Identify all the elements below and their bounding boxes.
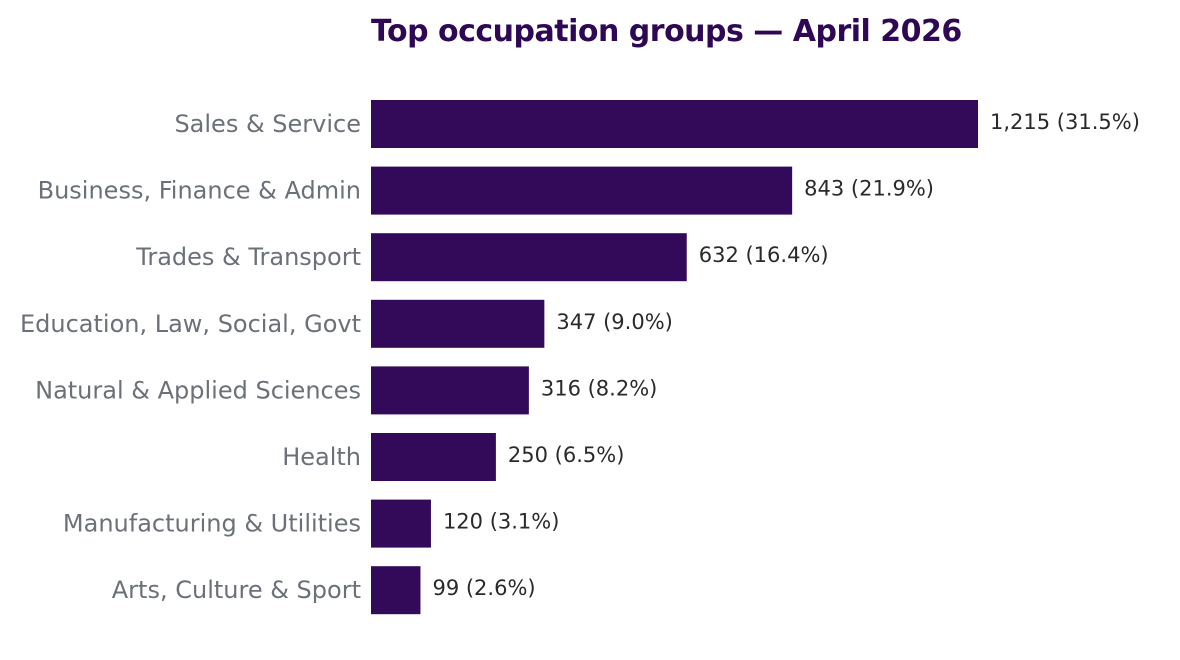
category-label: Trades & Transport <box>135 243 361 271</box>
value-label: 250 (6.5%) <box>508 443 624 467</box>
category-label: Arts, Culture & Sport <box>112 576 361 604</box>
value-label: 1,215 (31.5%) <box>990 110 1140 134</box>
value-label: 99 (2.6%) <box>432 576 535 600</box>
bar <box>371 433 496 481</box>
bar <box>371 299 545 348</box>
category-label: Business, Finance & Admin <box>38 177 361 205</box>
bar <box>371 499 431 548</box>
value-label: 843 (21.9%) <box>804 177 934 201</box>
bar <box>371 100 978 148</box>
value-label: 316 (8.2%) <box>541 376 658 400</box>
bar <box>371 166 793 215</box>
category-label: Education, Law, Social, Govt <box>20 310 361 338</box>
value-label: 120 (3.1%) <box>443 510 560 534</box>
category-label: Manufacturing & Utilities <box>63 510 361 538</box>
value-label: 632 (16.4%) <box>699 243 829 267</box>
category-label: Health <box>282 443 361 471</box>
chart-title: Top occupation groups — April 2026 <box>371 14 962 49</box>
value-label: 347 (9.0%) <box>556 310 673 334</box>
bar <box>371 233 687 282</box>
bar <box>371 566 421 615</box>
bars-group <box>371 100 978 615</box>
category-label: Sales & Service <box>174 110 361 138</box>
category-label: Natural & Applied Sciences <box>35 376 361 404</box>
category-labels-group: Sales & Service Business, Finance & Admin… <box>20 110 361 604</box>
value-labels-group: 1,215 (31.5%) 843 (21.9%) 632 (16.4%) 347 (… <box>432 110 1139 600</box>
bar <box>371 366 529 415</box>
